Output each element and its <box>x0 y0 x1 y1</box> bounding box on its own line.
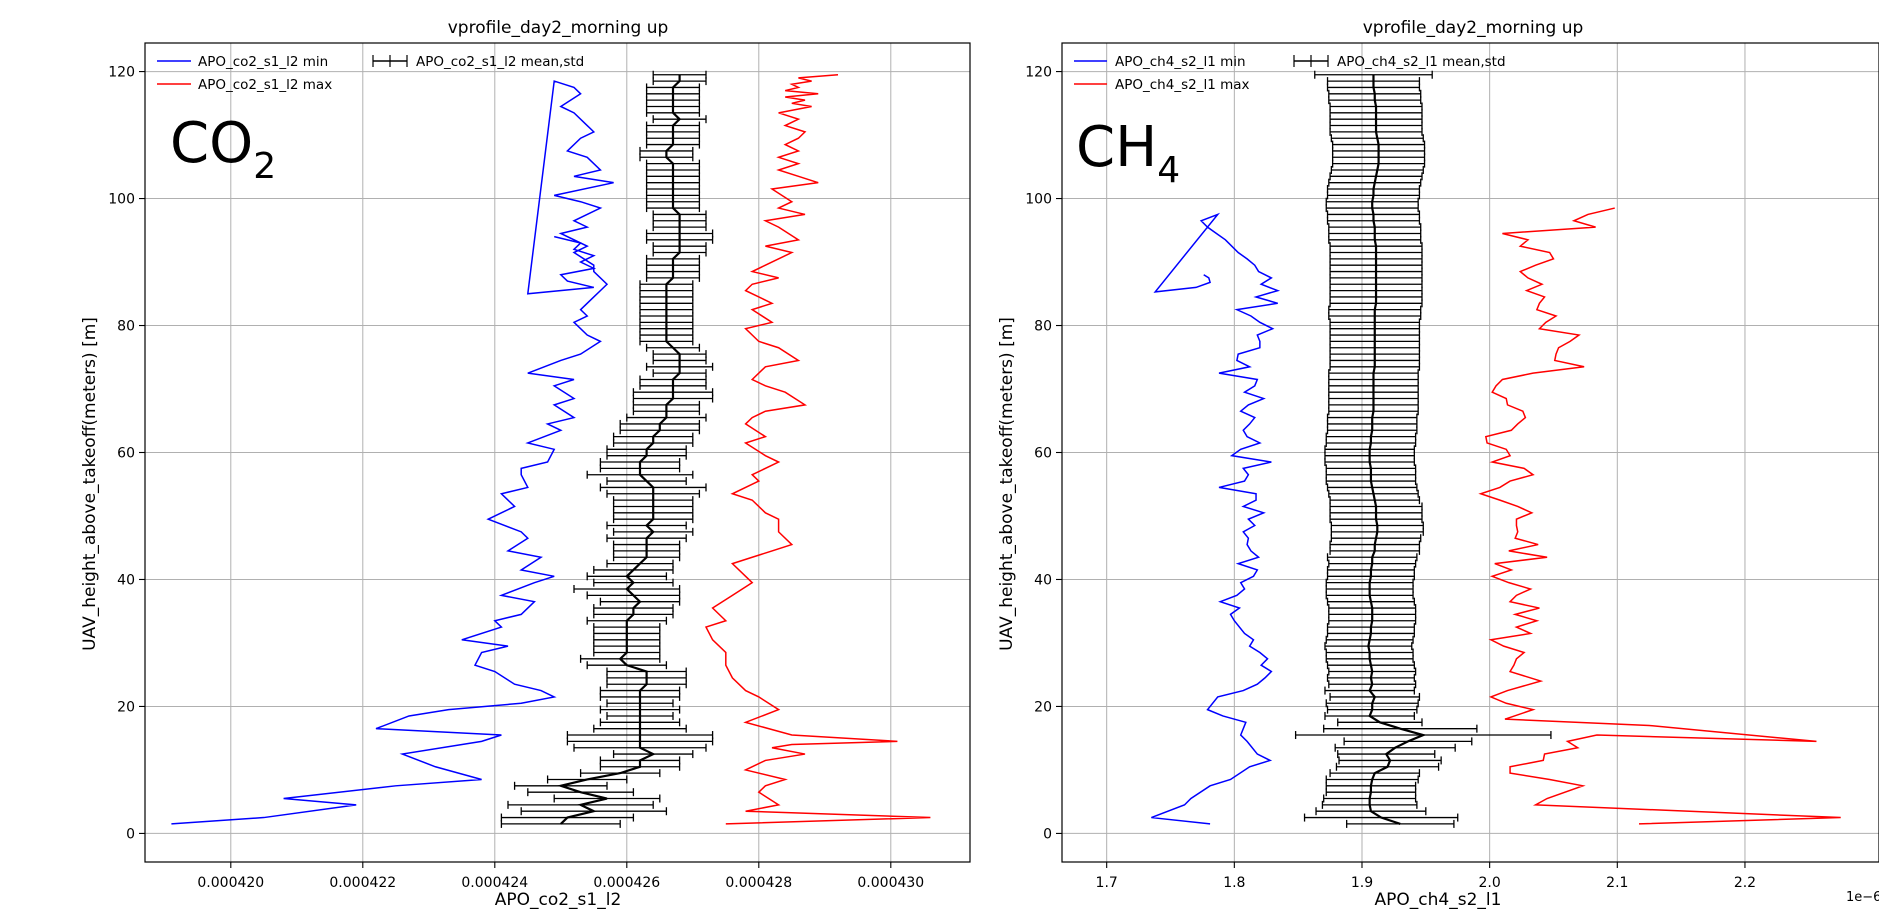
ch4-legend: APO_ch4_s2_l1 min APO_ch4_s2_l1 max APO_… <box>1074 54 1506 93</box>
co2-y-axis-label: UAV_height_above_takeoff(meters) [m] <box>80 317 100 651</box>
co2-y-tick-label: 100 <box>108 192 135 208</box>
legend-swatch-mean <box>1293 55 1329 67</box>
co2-y-tick-label: 20 <box>117 699 135 715</box>
co2-min-series-line <box>171 80 614 825</box>
ch4-series-group <box>1151 70 1841 828</box>
ch4-y-tick-label: 100 <box>1025 192 1052 208</box>
ch4-x-tick-label: 1.9 <box>1351 875 1373 891</box>
co2-mean-series-line <box>556 74 682 825</box>
legend-label-max: APO_co2_s1_l2 max <box>198 77 332 93</box>
co2-x-tick-label: 0.000420 <box>197 875 264 891</box>
legend-label-min: APO_co2_s1_l2 min <box>198 54 328 70</box>
co2-x-tick-label: 0.000424 <box>461 875 528 891</box>
ch4-x-axis-label: APO_ch4_s2_l1 <box>1375 890 1502 910</box>
ch4-panel: vprofile_day2_morning up 1.7 1.8 1.9 2.0 2.1… <box>997 18 1879 910</box>
legend-label-mean: APO_ch4_s2_l1 mean,std <box>1337 54 1506 70</box>
ch4-x-tick-label: 2.1 <box>1606 875 1628 891</box>
ch4-max-series-line <box>1478 207 1841 825</box>
co2-legend: APO_co2_s1_l2 min APO_co2_s1_l2 max APO_… <box>157 54 584 93</box>
co2-plot-area: 0.000420 0.000422 0.000424 0.000426 0.000428… <box>108 42 971 891</box>
co2-x-tick-label: 0.000428 <box>725 875 792 891</box>
ch4-y-tick-label: 120 <box>1025 65 1052 81</box>
ch4-y-tick-label: 0 <box>1043 826 1052 842</box>
ch4-x-tick-label: 2.0 <box>1479 875 1501 891</box>
ch4-y-tick-label: 80 <box>1034 319 1052 335</box>
ch4-min-series-line <box>1151 212 1281 825</box>
ch4-x-tick-label: 1.7 <box>1096 875 1118 891</box>
ch4-plot-area: 1.7 1.8 1.9 2.0 2.1 2.2 0 20 40 60 80 100 120 <box>1025 42 1879 891</box>
ch4-y-tick-label: 60 <box>1034 446 1052 462</box>
ch4-y-tick-label: 40 <box>1034 572 1052 588</box>
ch4-plot-title: vprofile_day2_morning up <box>1363 18 1584 38</box>
co2-series-group <box>171 70 931 828</box>
co2-y-tick-label: 60 <box>117 446 135 462</box>
co2-species-label: CO2 <box>170 111 276 187</box>
legend-label-mean: APO_co2_s1_l2 mean,std <box>416 54 584 70</box>
co2-max-series-line <box>704 73 931 825</box>
co2-y-tick-label: 120 <box>108 65 135 81</box>
co2-x-tick-label: 0.000426 <box>593 875 660 891</box>
ch4-x-tick-label: 2.2 <box>1734 875 1756 891</box>
co2-y-tick-label: 0 <box>126 826 135 842</box>
co2-panel: vprofile_day2_morning up 0.000420 0.00042… <box>80 18 971 910</box>
ch4-species-label: CH4 <box>1076 115 1180 191</box>
co2-plot-title: vprofile_day2_morning up <box>448 18 669 38</box>
co2-x-axis-label: APO_co2_s1_l2 <box>495 890 622 910</box>
legend-label-min: APO_ch4_s2_l1 min <box>1115 54 1246 70</box>
legend-swatch-mean <box>372 55 408 67</box>
ch4-x-tick-label: 1.8 <box>1223 875 1245 891</box>
co2-x-tick-label: 0.000430 <box>857 875 924 891</box>
legend-label-max: APO_ch4_s2_l1 max <box>1115 77 1250 93</box>
ch4-mean-series-line <box>1367 74 1427 825</box>
ch4-y-tick-label: 20 <box>1034 699 1052 715</box>
ch4-y-axis-label: UAV_height_above_takeoff(meters) [m] <box>997 317 1017 651</box>
ch4-x-offset-text: 1e−6 <box>1846 890 1879 905</box>
co2-y-tick-label: 80 <box>117 319 135 335</box>
co2-x-tick-label: 0.000422 <box>329 875 396 891</box>
co2-y-tick-label: 40 <box>117 572 135 588</box>
